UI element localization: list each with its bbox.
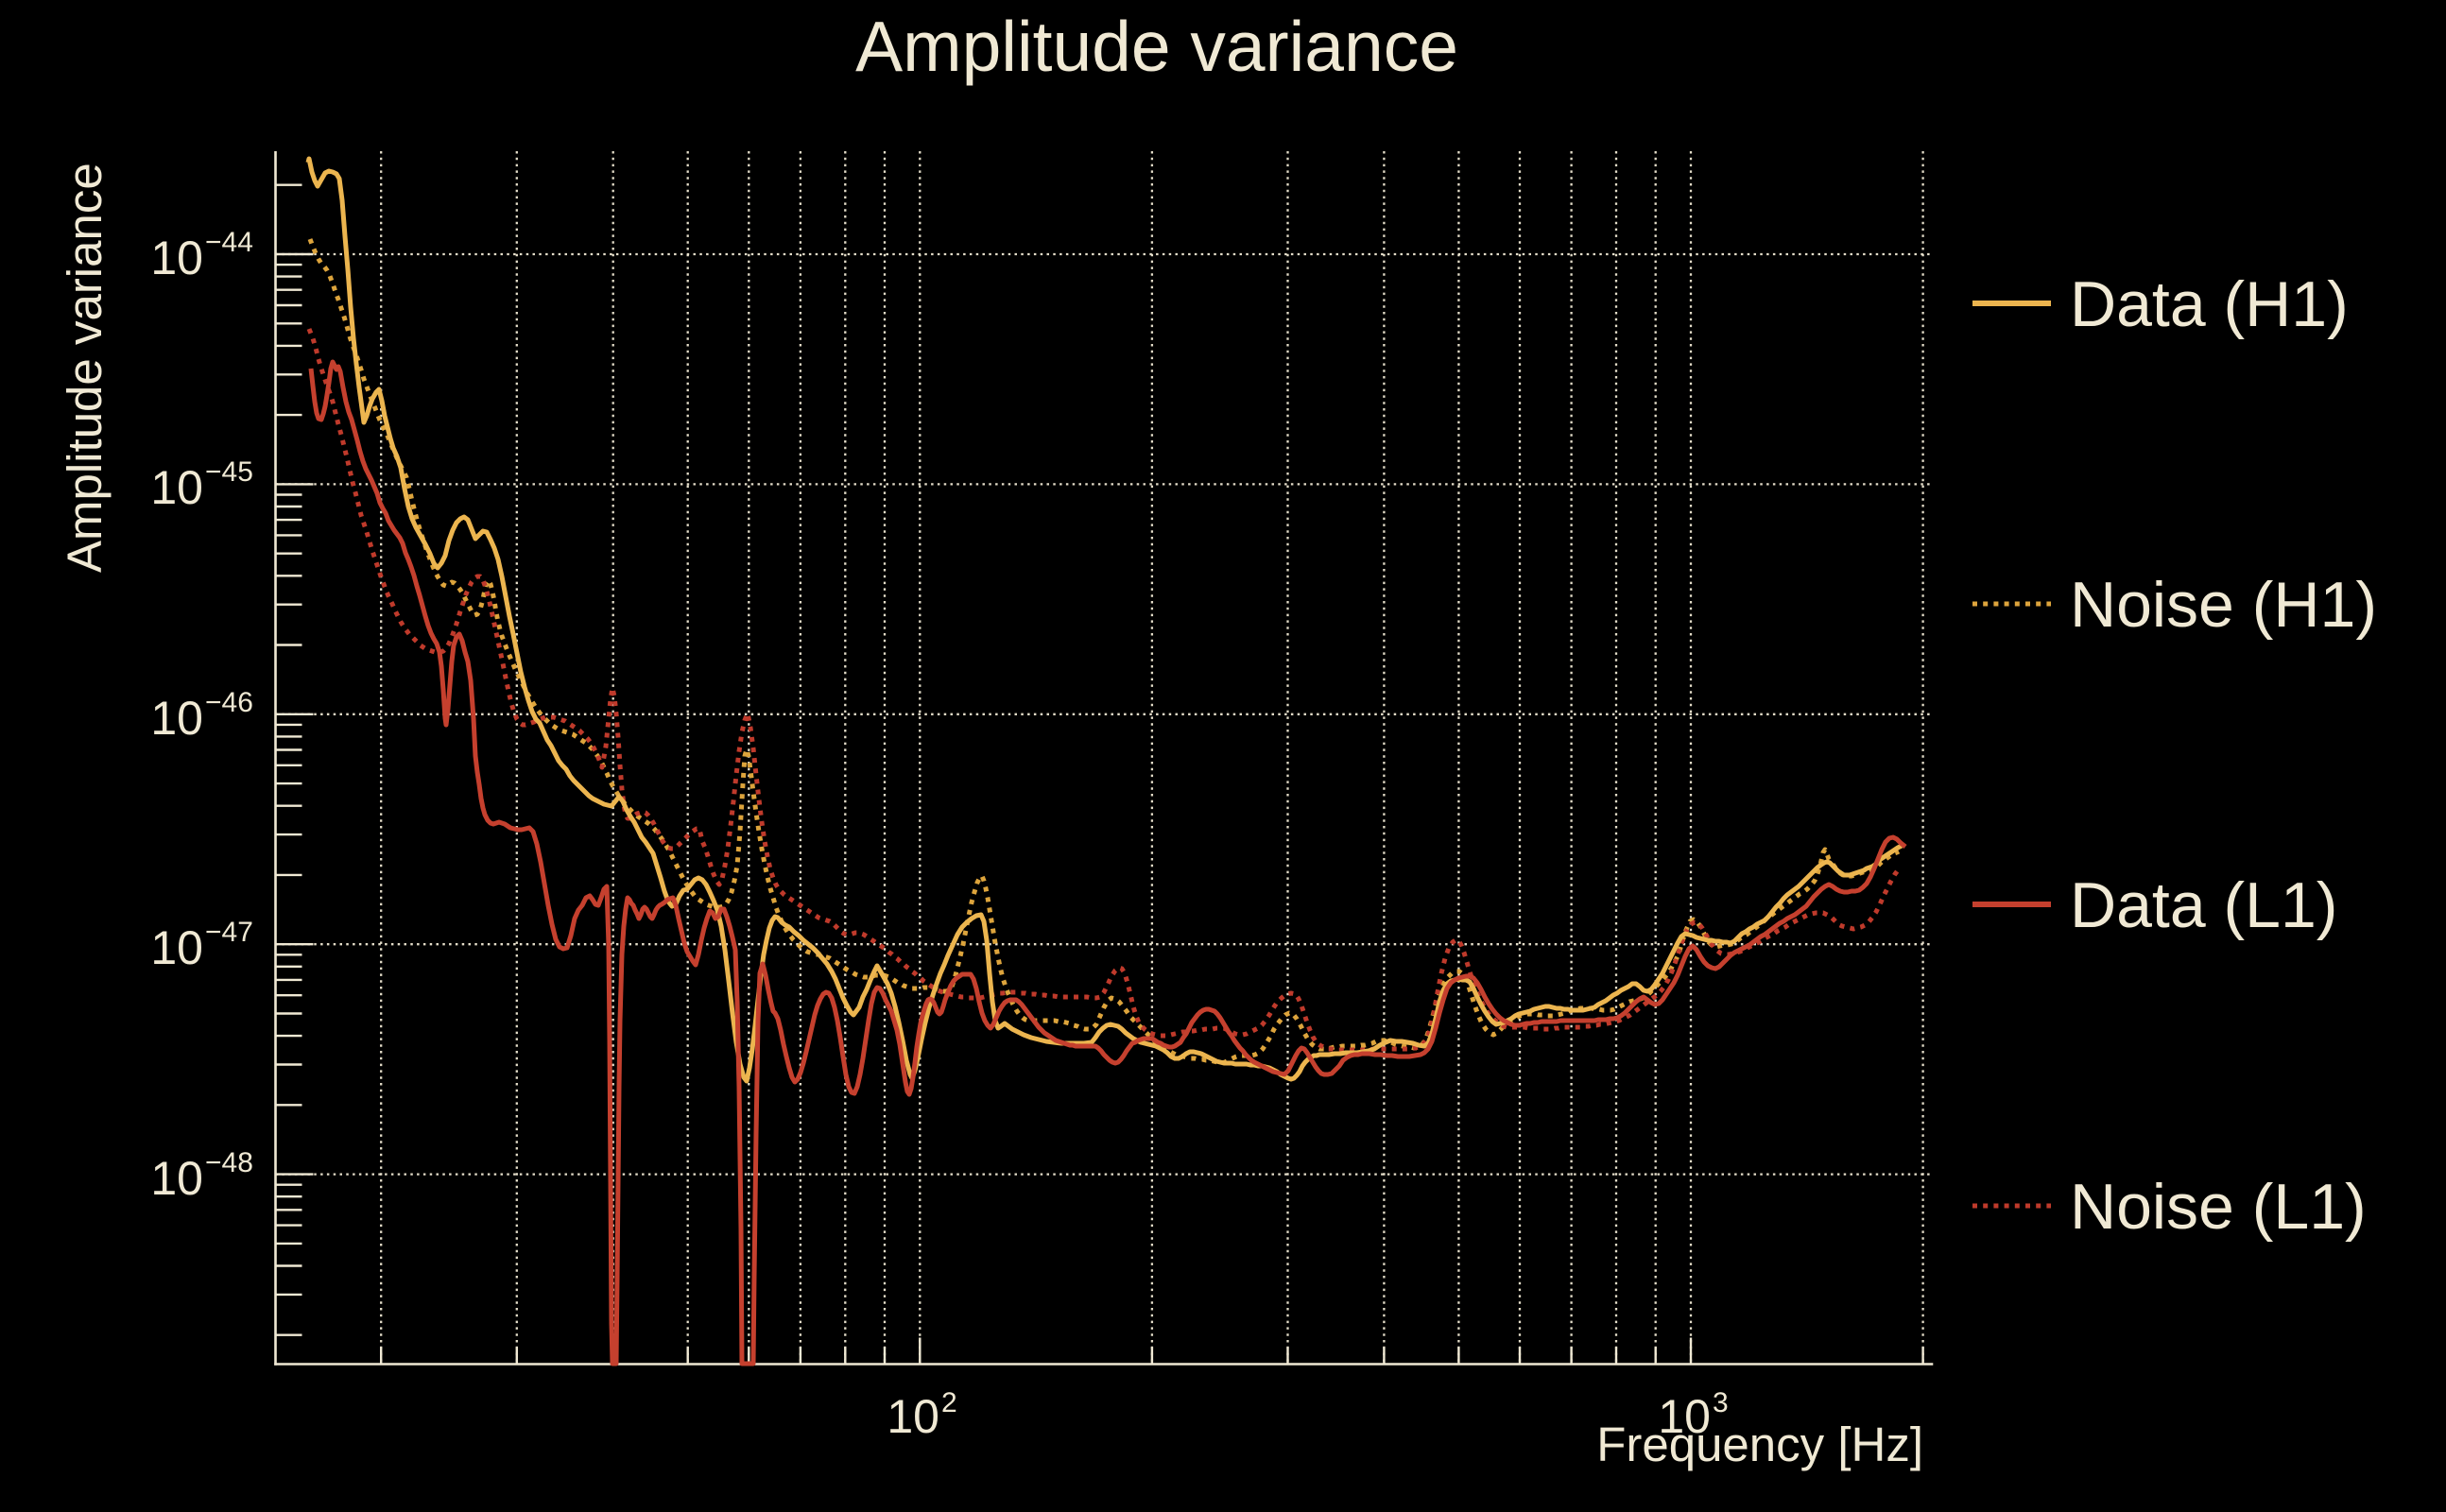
svg-text:−47: −47	[205, 917, 253, 948]
svg-text:Data (L1): Data (L1)	[2070, 869, 2337, 941]
svg-text:Frequency [Hz]: Frequency [Hz]	[1596, 1418, 1923, 1471]
svg-text:10: 10	[1658, 1390, 1711, 1443]
svg-text:Data (H1): Data (H1)	[2070, 268, 2349, 340]
svg-text:−45: −45	[205, 456, 253, 488]
svg-text:10: 10	[150, 1152, 203, 1205]
svg-text:10: 10	[150, 461, 203, 514]
svg-text:−44: −44	[205, 227, 253, 258]
svg-text:3: 3	[1713, 1387, 1729, 1418]
svg-text:Amplitude variance: Amplitude variance	[855, 7, 1458, 86]
svg-text:2: 2	[941, 1387, 957, 1418]
svg-text:10: 10	[887, 1390, 939, 1443]
svg-text:Amplitude variance: Amplitude variance	[58, 163, 112, 573]
svg-text:−46: −46	[205, 687, 253, 718]
svg-text:10: 10	[150, 692, 203, 745]
svg-text:10: 10	[150, 232, 203, 284]
svg-text:Noise (L1): Noise (L1)	[2070, 1171, 2367, 1243]
svg-text:Noise (H1): Noise (H1)	[2070, 569, 2377, 641]
svg-text:10: 10	[150, 921, 203, 974]
svg-text:−48: −48	[205, 1147, 253, 1178]
